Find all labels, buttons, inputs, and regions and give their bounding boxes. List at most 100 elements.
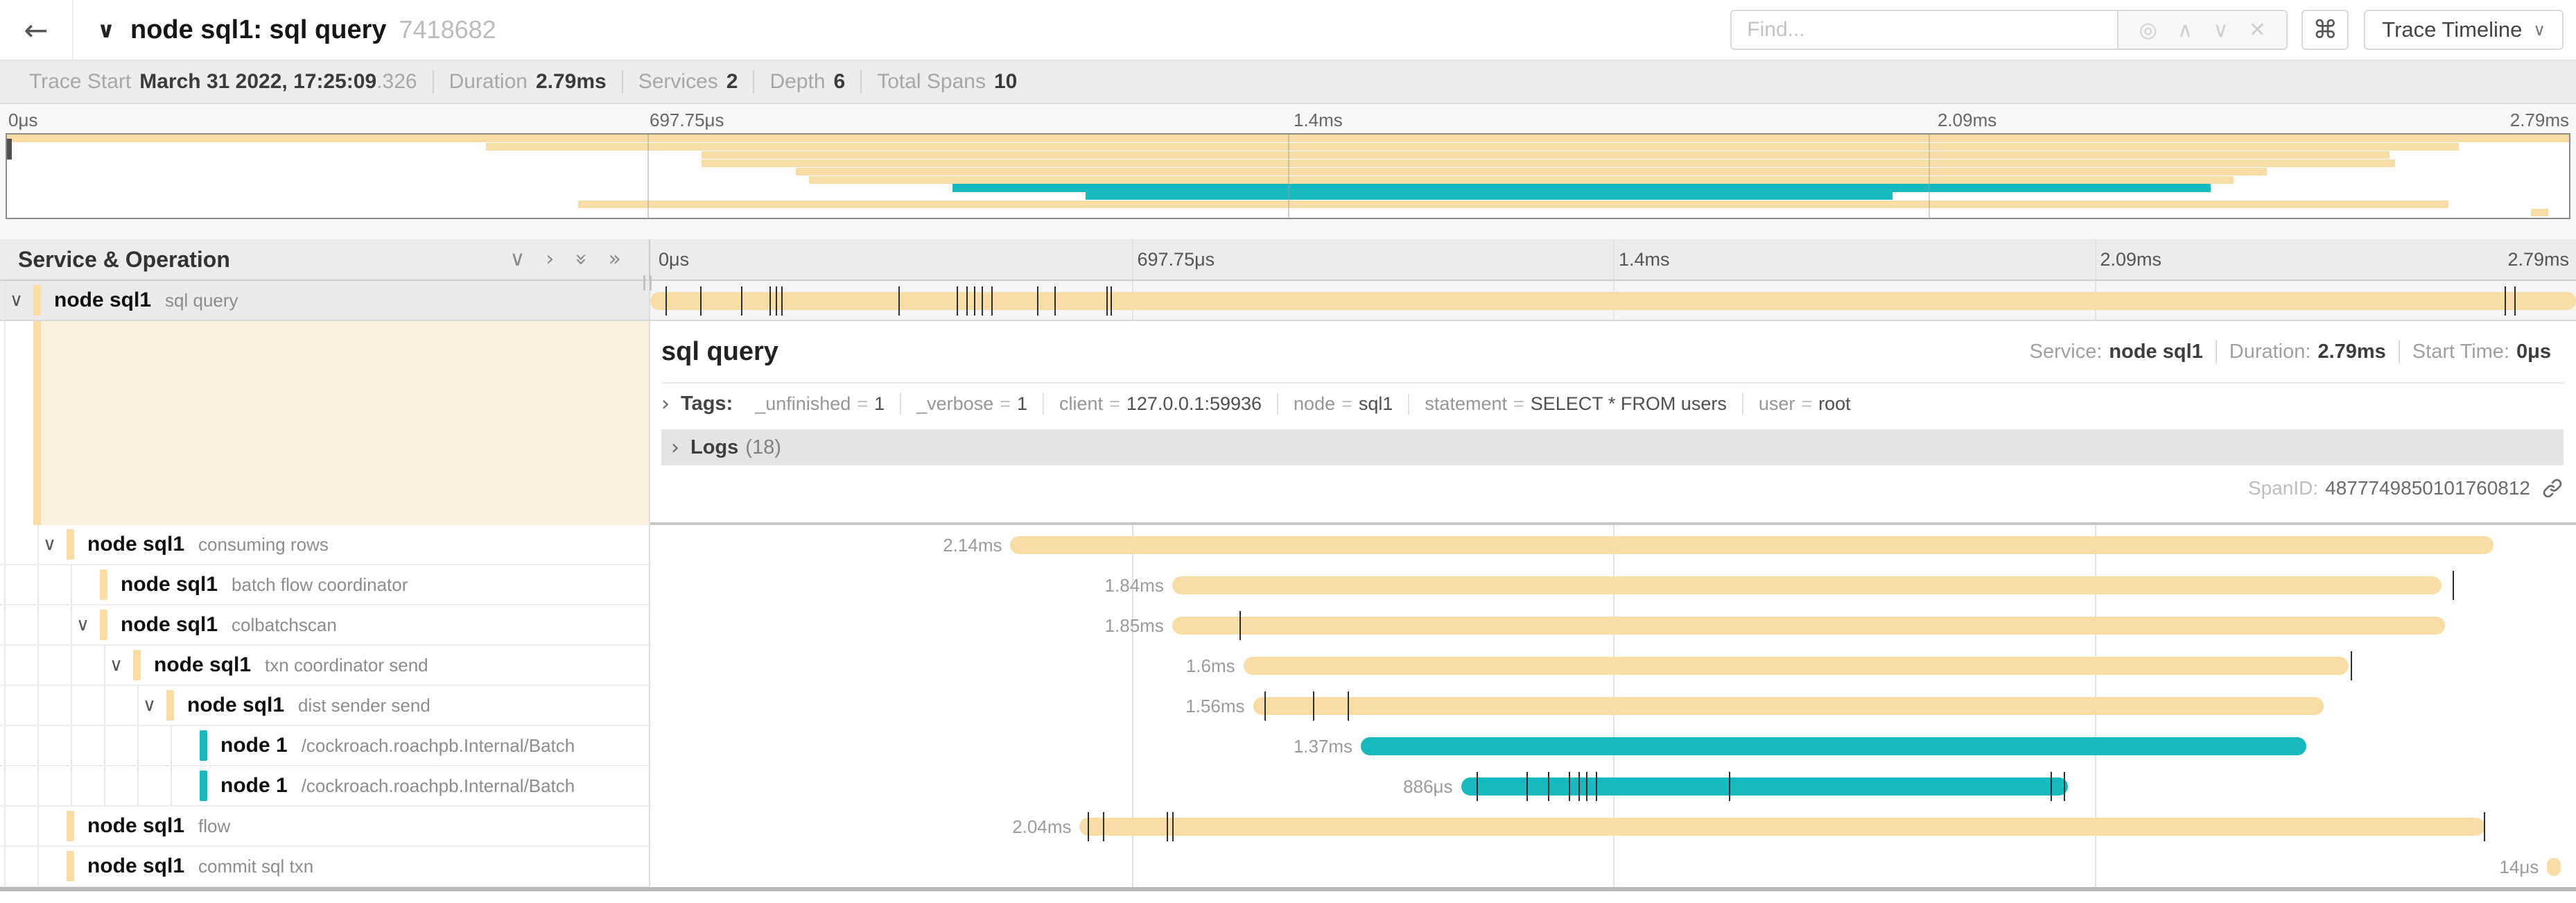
minimap-span-bar — [796, 167, 2267, 175]
log-marker — [966, 286, 968, 316]
next-match-icon[interactable]: ∨ — [2213, 17, 2229, 42]
timeline-row-dist-sender-send[interactable]: 1.56ms — [650, 686, 2576, 726]
tags-row[interactable]: › Tags: _unfinished = 1 _verbose = 1 client = 12… — [661, 384, 2564, 424]
chevron-down-icon[interactable]: ∨ — [10, 290, 24, 311]
indent-guide — [71, 686, 72, 725]
span-color-strip — [33, 321, 41, 525]
span-id-label: SpanID: — [2247, 477, 2319, 499]
log-marker — [769, 286, 772, 316]
chevron-down-icon[interactable]: ∨ — [110, 655, 123, 676]
span-bar[interactable] — [1361, 737, 2307, 755]
timeline-row-commit-sql-txn[interactable]: 14μs — [650, 847, 2576, 887]
expand-all-icon[interactable]: » — [608, 247, 621, 271]
span-row-labels: node 1/cockroach.roachpb.Internal/Batch — [220, 726, 575, 765]
detail-duration-value: 2.79ms — [2317, 340, 2386, 363]
timeline-row-flow[interactable]: 2.04ms — [650, 807, 2576, 847]
span-operation-name: colbatchscan — [232, 614, 337, 635]
timeline-table-header: Service & Operation ∨ › » » 0μs 697.75μs 1… — [0, 239, 2576, 291]
chevron-down-icon: ∨ — [2533, 20, 2545, 40]
logs-row[interactable]: › Logs (18) — [661, 429, 2564, 465]
detail-start-label: Start Time: — [2412, 340, 2509, 363]
trace-title-group[interactable]: ∨ node sql1: sql query 7418682 — [97, 15, 496, 45]
total-spans-label: Total Spans — [877, 70, 986, 93]
timeline-row--cockroach-roachpb-internal-batch[interactable]: 886μs — [650, 766, 2576, 807]
tag-equals: = — [1341, 393, 1352, 414]
span-operation-name: txn coordinator send — [265, 654, 428, 676]
prev-match-icon[interactable]: ∧ — [2177, 17, 2193, 42]
log-marker — [1172, 812, 1174, 841]
span-bar[interactable] — [1172, 617, 2446, 635]
tag-value: 1 — [874, 393, 885, 414]
trace-view-dropdown[interactable]: Trace Timeline ∨ — [2364, 10, 2564, 50]
indent-guide — [37, 646, 39, 685]
span-bar[interactable] — [1172, 576, 2442, 594]
timeline-row--cockroach-roachpb-internal-batch[interactable]: 1.37ms — [650, 726, 2576, 766]
span-row: node sql1 batch flow coordinator 1.84ms — [0, 565, 2576, 605]
minimap-tick-label: 2.79ms — [2509, 110, 2569, 130]
tree-row-txn-coordinator-send[interactable]: ∨ node sql1 txn coordinator send — [0, 646, 650, 686]
tree-row--cockroach-roachpb-internal-batch[interactable]: node 1/cockroach.roachpb.Internal/Batch — [0, 726, 650, 766]
keyboard-shortcuts-button[interactable]: ⌘ — [2301, 10, 2349, 50]
span-detail-row: sql query Service: node sql1 Duration: 2… — [0, 321, 2576, 525]
tag-equals: = — [1513, 393, 1524, 414]
collapse-all-icon[interactable]: » — [569, 252, 594, 266]
span-bar[interactable] — [650, 292, 2576, 310]
chevron-down-icon[interactable]: ∨ — [143, 695, 157, 716]
row-gridline — [1131, 686, 1133, 726]
log-marker — [1054, 286, 1056, 316]
tree-row-consuming-rows[interactable]: ∨ node sql1 consuming rows — [0, 525, 650, 565]
span-rows: ∨ node sql1 consuming rows 2.14ms node sql1 b… — [0, 525, 2576, 887]
span-bar[interactable] — [1461, 777, 2068, 796]
tag-key: node — [1294, 393, 1336, 414]
timeline-row-batch-flow-coordinator[interactable]: 1.84ms — [650, 565, 2576, 605]
total-spans-value: 10 — [993, 70, 1018, 93]
detail-start-time: Start Time: 0μs — [2398, 340, 2564, 363]
indent-guide — [4, 766, 6, 805]
timeline-row-colbatchscan[interactable]: 1.85ms — [650, 605, 2576, 646]
link-icon[interactable] — [2541, 477, 2564, 499]
timeline-row-txn-coordinator-send[interactable]: 1.6ms — [650, 646, 2576, 686]
span-row: ∨ node sql1 consuming rows 2.14ms — [0, 525, 2576, 565]
indent-guide — [104, 766, 105, 805]
log-marker — [665, 286, 668, 316]
detail-service-label: Service: — [2029, 340, 2103, 363]
tree-row-dist-sender-send[interactable]: ∨ node sql1 dist sender send — [0, 686, 650, 726]
chevron-right-icon[interactable]: › — [661, 391, 670, 416]
column-resizer-handle[interactable] — [641, 275, 654, 291]
chevron-down-icon[interactable]: ∨ — [97, 17, 115, 43]
span-bar[interactable] — [2547, 858, 2561, 876]
back-button[interactable]: ← — [0, 0, 73, 60]
tree-row-sql-query[interactable]: ∨ node sql1 sql query — [0, 281, 650, 321]
find-input[interactable] — [1730, 10, 2119, 50]
tree-row-batch-flow-coordinator[interactable]: node sql1 batch flow coordinator — [0, 565, 650, 605]
span-bar[interactable] — [1079, 818, 2486, 836]
span-bar[interactable] — [1253, 697, 2324, 715]
depth-label: Depth — [769, 70, 826, 93]
tree-row-commit-sql-txn[interactable]: node sql1 commit sql txn — [0, 847, 650, 887]
minimap-canvas[interactable] — [6, 133, 2570, 219]
span-duration-label: 1.85ms — [1104, 615, 1164, 636]
timeline-row-sql-query[interactable] — [650, 281, 2576, 321]
span-bar[interactable] — [1243, 657, 2349, 675]
span-id-row: SpanID: 4877749850101760812 — [661, 465, 2564, 511]
chevron-down-icon[interactable]: ∨ — [43, 534, 57, 555]
span-bar[interactable] — [1010, 536, 2494, 554]
tree-row-flow[interactable]: node sql1 flow — [0, 807, 650, 847]
collapse-one-icon[interactable]: ∨ — [510, 247, 525, 271]
minimap-drag-handle[interactable] — [7, 139, 12, 160]
span-color-strip — [200, 730, 207, 761]
span-color-strip — [133, 650, 141, 680]
find-addon: ◎ ∧ ∨ ✕ — [2118, 10, 2288, 50]
indent-guide — [137, 766, 139, 805]
timeline-row-consuming-rows[interactable]: 2.14ms — [650, 525, 2576, 565]
tree-row--cockroach-roachpb-internal-batch[interactable]: node 1/cockroach.roachpb.Internal/Batch — [0, 766, 650, 807]
minimap-span-bar — [486, 142, 2460, 151]
span-row: node sql1 flow 2.04ms — [0, 807, 2576, 847]
chevron-down-icon[interactable]: ∨ — [76, 614, 90, 635]
log-marker — [1264, 691, 1267, 721]
tree-row-colbatchscan[interactable]: ∨ node sql1 colbatchscan — [0, 605, 650, 646]
expand-one-icon[interactable]: › — [546, 247, 555, 271]
indent-guide — [37, 807, 39, 845]
locate-icon[interactable]: ◎ — [2139, 17, 2157, 42]
clear-find-icon[interactable]: ✕ — [2248, 17, 2266, 42]
